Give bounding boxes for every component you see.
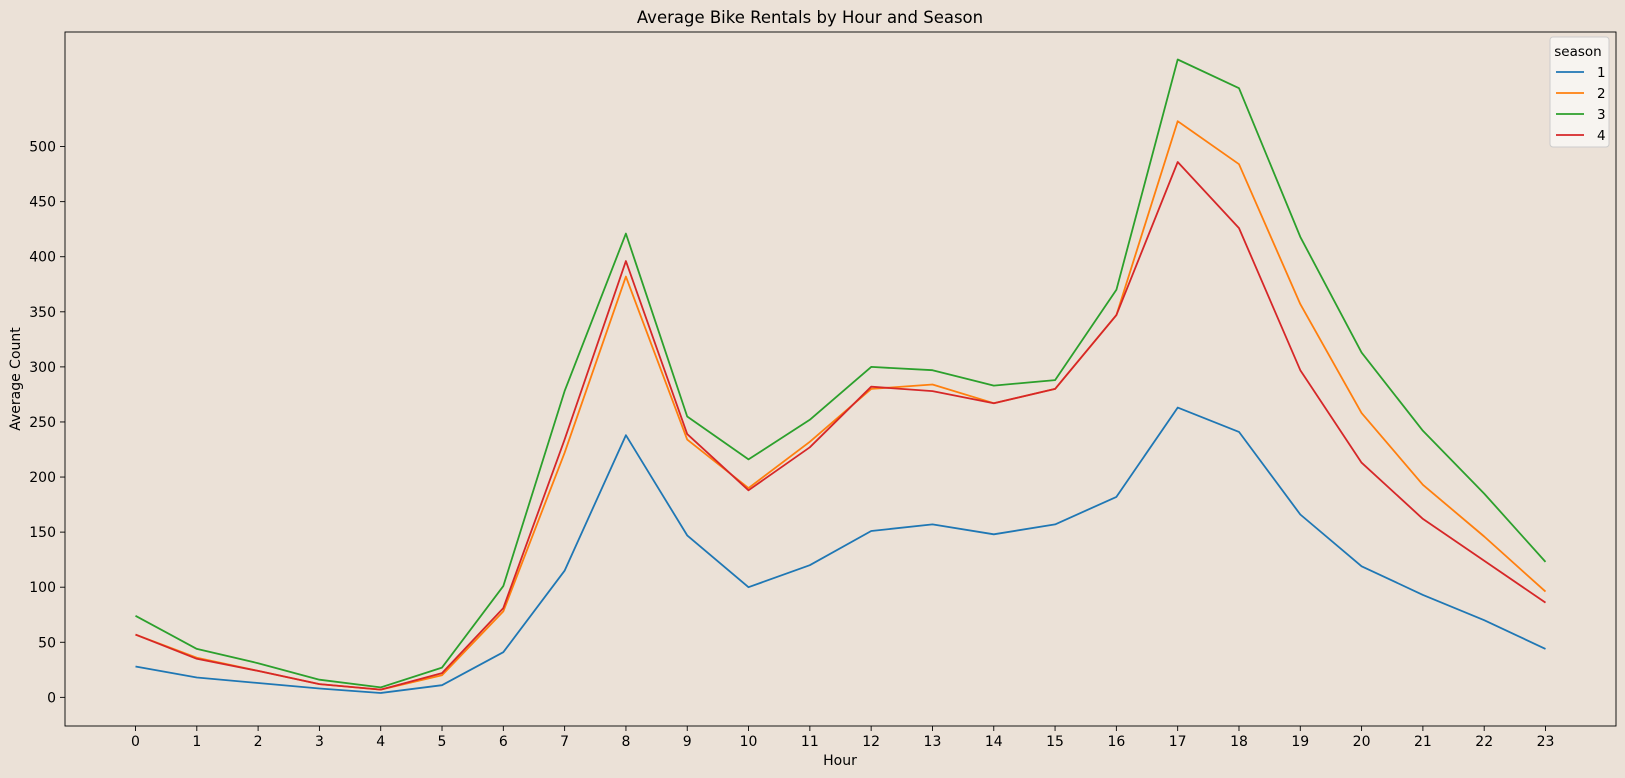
- x-tick-label: 20: [1353, 734, 1371, 750]
- x-tick-label: 1: [192, 734, 201, 750]
- plot-area: [64, 31, 1617, 727]
- x-tick-label: 7: [560, 734, 569, 750]
- series-line-season-4: [135, 161, 1547, 691]
- y-tick-label: 150: [29, 525, 56, 541]
- x-tick-label: 3: [315, 734, 324, 750]
- legend: season 1 2 3 4: [1549, 36, 1610, 148]
- series-lines: [135, 58, 1547, 694]
- x-axis-title: Hour: [823, 753, 857, 769]
- legend-label-season-3: 3: [1597, 107, 1606, 123]
- chart-title: Average Bike Rentals by Hour and Season: [637, 8, 983, 27]
- legend-label-season-2: 2: [1597, 86, 1606, 102]
- x-tick-label: 17: [1169, 734, 1187, 750]
- y-tick-label: 100: [29, 580, 56, 596]
- x-tick-label: 0: [131, 734, 140, 750]
- x-tick-label: 21: [1414, 734, 1432, 750]
- x-tick-label: 8: [621, 734, 630, 750]
- y-tick-label: 400: [29, 250, 56, 266]
- y-tick-label: 500: [29, 140, 56, 156]
- x-tick-label: 13: [924, 734, 942, 750]
- x-tick-label: 23: [1537, 734, 1555, 750]
- x-tick-label: 15: [1046, 734, 1064, 750]
- x-tick-label: 16: [1107, 734, 1125, 750]
- y-tick-label: 0: [47, 690, 56, 706]
- series-line-season-3: [135, 58, 1547, 689]
- y-tick-label: 350: [29, 305, 56, 321]
- x-axis: 0 1 2 3 4 5 6 7 8 9 10 11 12 13 14 15 16 17 18 19 20 21 22 23: [131, 726, 1554, 750]
- x-tick-label: 18: [1230, 734, 1248, 750]
- y-tick-label: 450: [29, 195, 56, 211]
- x-tick-label: 10: [740, 734, 758, 750]
- y-tick-label: 300: [29, 360, 56, 376]
- y-axis: 0 50 100 150 200 250 300 350 400 450 500: [29, 140, 65, 706]
- legend-box: [1549, 36, 1610, 148]
- x-tick-label: 9: [683, 734, 692, 750]
- x-tick-label: 2: [254, 734, 263, 750]
- y-axis-title: Average Count: [8, 327, 24, 431]
- legend-label-season-1: 1: [1597, 65, 1606, 81]
- legend-title: season: [1554, 44, 1601, 60]
- series-line-season-1: [135, 406, 1546, 694]
- x-tick-label: 14: [985, 734, 1003, 750]
- x-tick-label: 19: [1291, 734, 1309, 750]
- y-tick-label: 200: [29, 470, 56, 486]
- x-tick-label: 11: [801, 734, 819, 750]
- x-tick-label: 4: [376, 734, 385, 750]
- x-tick-label: 6: [499, 734, 508, 750]
- x-tick-label: 12: [862, 734, 880, 750]
- legend-label-season-4: 4: [1597, 128, 1606, 144]
- y-tick-label: 50: [38, 635, 56, 651]
- y-tick-label: 250: [29, 415, 56, 431]
- x-tick-label: 22: [1475, 734, 1493, 750]
- x-tick-label: 5: [438, 734, 447, 750]
